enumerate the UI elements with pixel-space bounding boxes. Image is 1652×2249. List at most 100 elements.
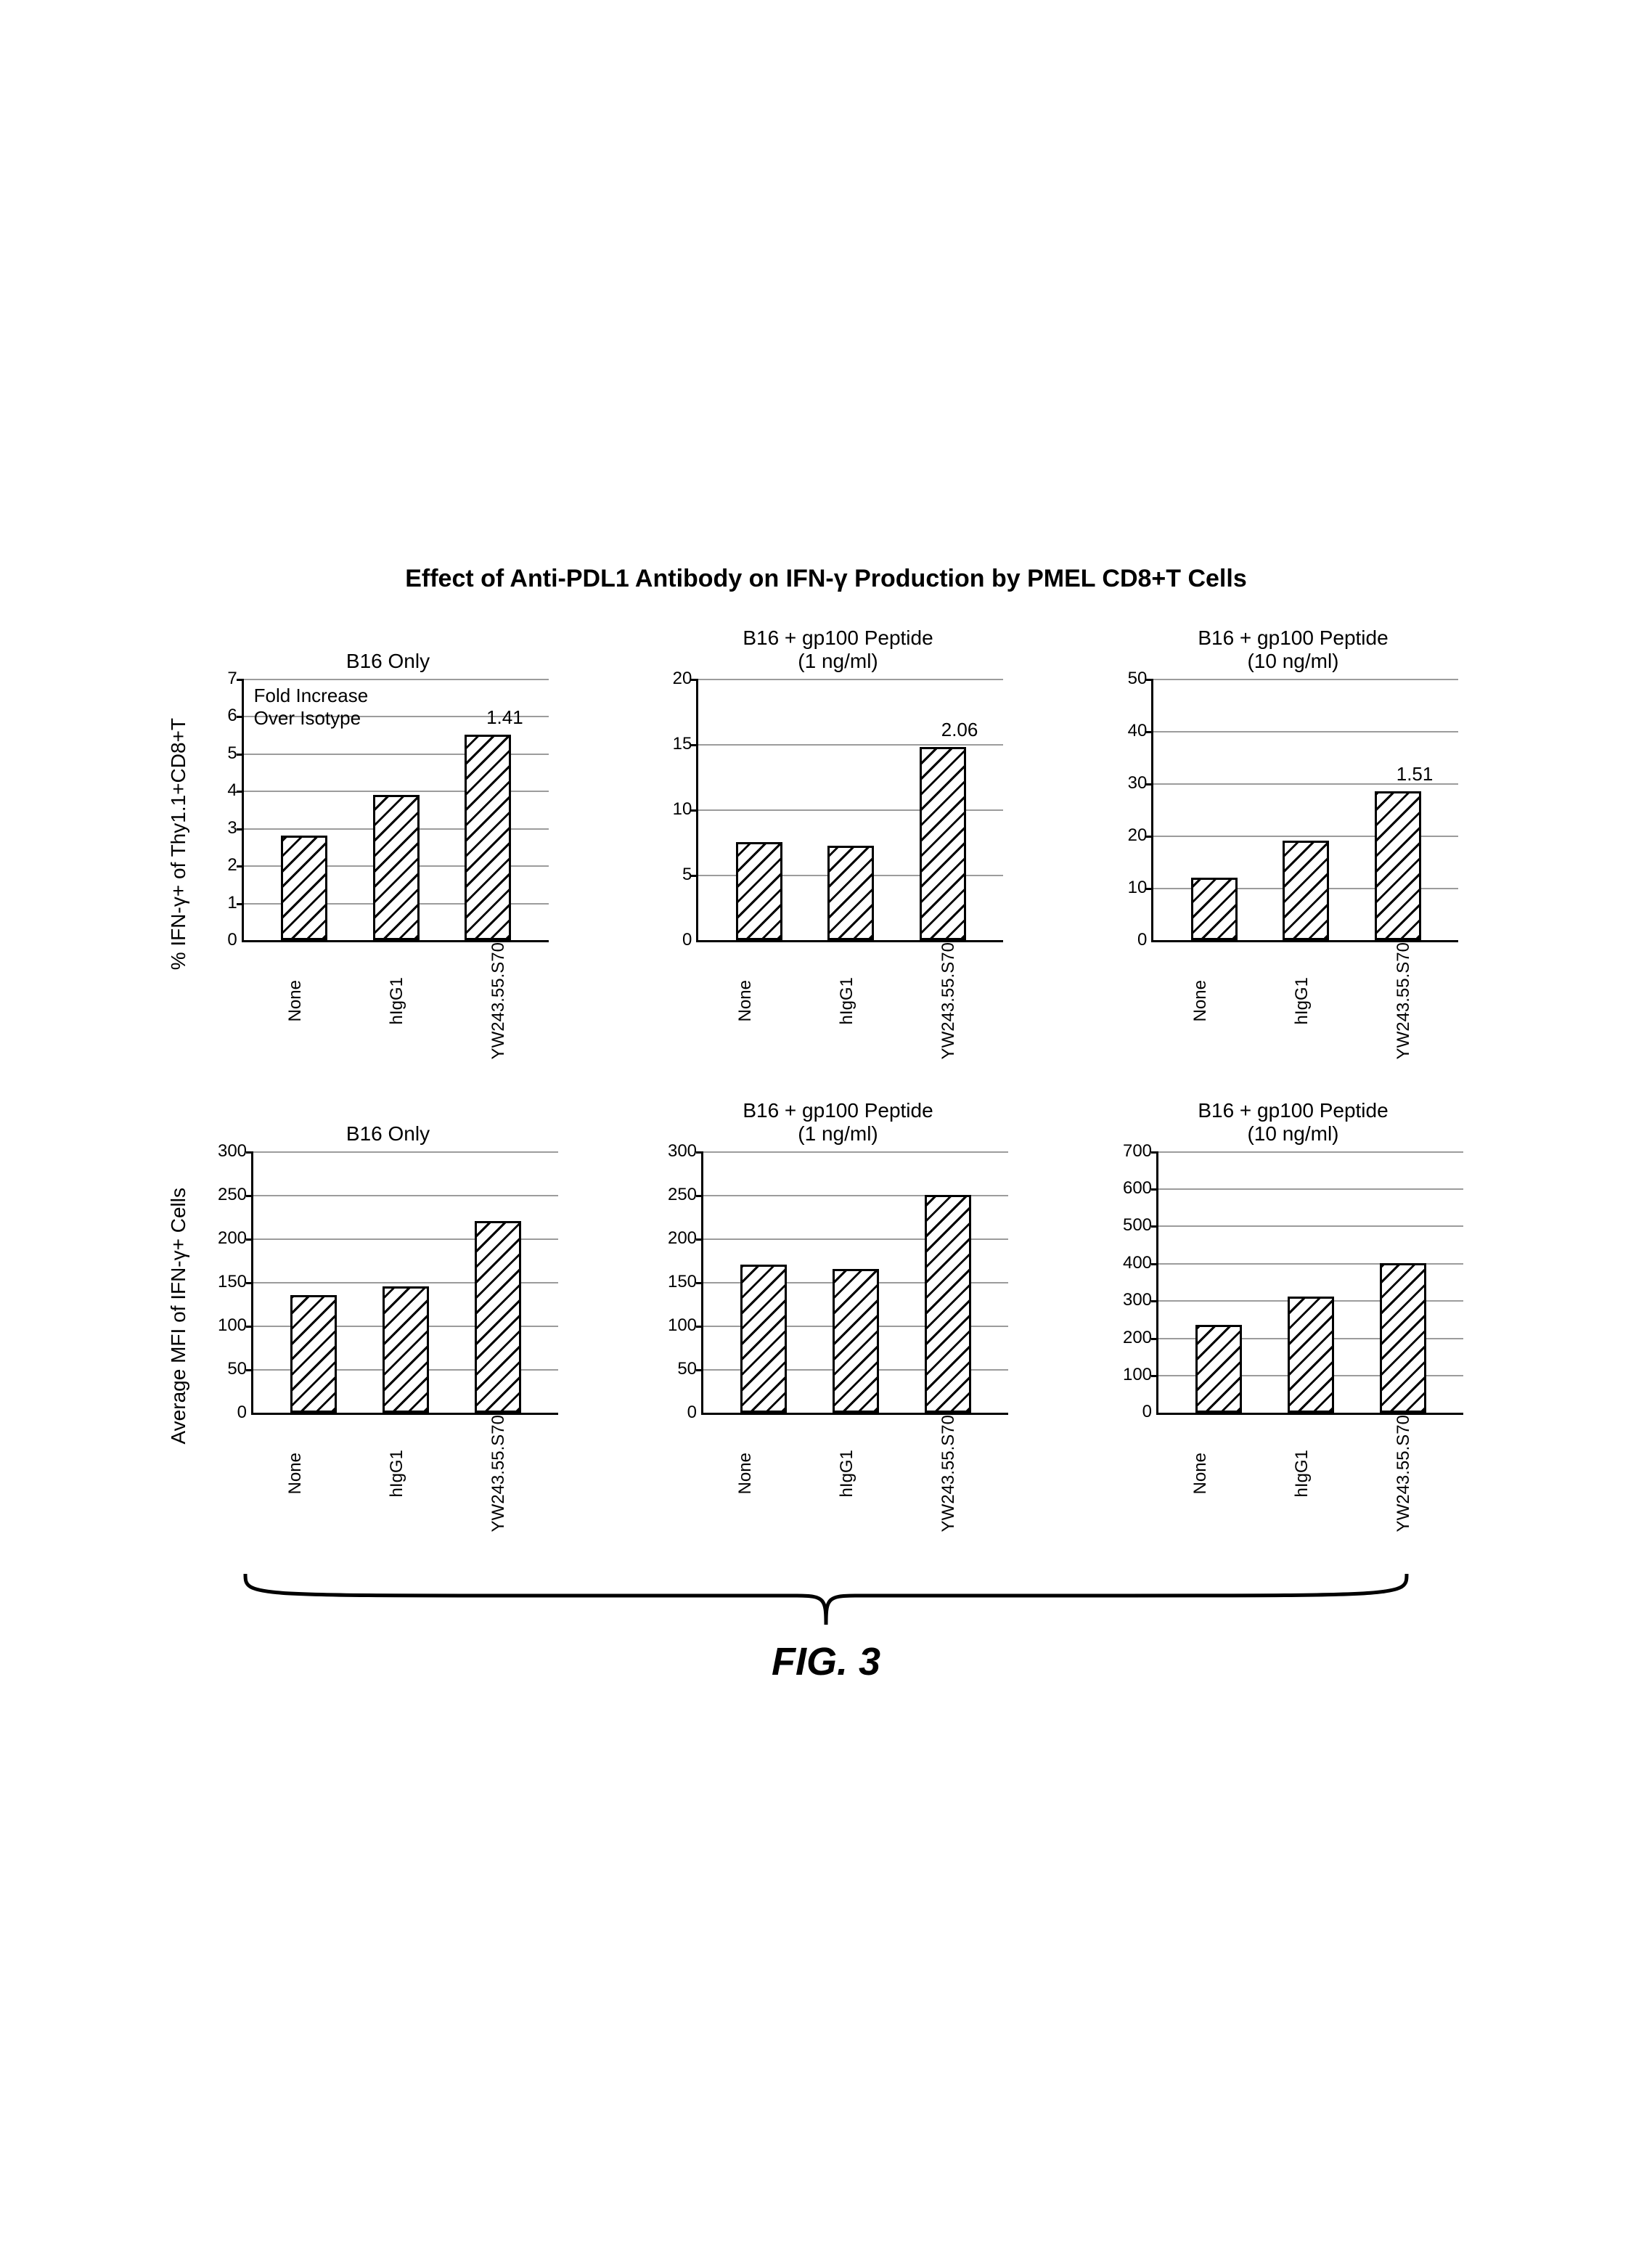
y-tick bbox=[1151, 1375, 1158, 1377]
x-tick-label: YW243.55.S70 bbox=[488, 942, 535, 1065]
brace-icon bbox=[231, 1567, 1421, 1632]
figure-caption: FIG. 3 bbox=[772, 1639, 880, 1684]
bar bbox=[736, 842, 782, 940]
y-axis-label: % IFN-γ+ of Thy1.1+CD8+T bbox=[165, 718, 191, 970]
y-tick bbox=[696, 1326, 703, 1328]
x-tick-label: YW243.55.S70 bbox=[1394, 1415, 1440, 1538]
y-tick bbox=[696, 1238, 703, 1241]
y-tick bbox=[696, 1282, 703, 1284]
y-tick bbox=[246, 1326, 253, 1328]
bars bbox=[703, 1151, 1008, 1413]
y-tick bbox=[691, 809, 698, 812]
chart-grid: % IFN-γ+ of Thy1.1+CD8+T B16 Only01234567… bbox=[165, 622, 1487, 1538]
bar bbox=[475, 1221, 521, 1413]
y-tick bbox=[696, 1369, 703, 1371]
page: Effect of Anti-PDL1 Antibody on IFN-γ Pr… bbox=[64, 565, 1588, 1684]
bar bbox=[1191, 878, 1238, 940]
plot-area bbox=[701, 1151, 1008, 1415]
chart: B16 Only012345671.41Fold IncreaseOver Is… bbox=[200, 622, 577, 1065]
y-tick bbox=[1151, 1225, 1158, 1228]
bar bbox=[925, 1195, 971, 1413]
fold-increase-label: 1.51 bbox=[1397, 763, 1434, 785]
y-tick bbox=[1151, 1300, 1158, 1302]
x-axis: NonehIgG1YW243.55.S70 bbox=[243, 942, 577, 1065]
chart-cell: B16 + gp100 Peptide(10 ng/ml)01002003004… bbox=[1076, 1095, 1487, 1538]
x-tick-label: hIgG1 bbox=[837, 1415, 883, 1538]
y-tick bbox=[696, 1195, 703, 1197]
x-tick-label: hIgG1 bbox=[387, 942, 433, 1065]
y-tick bbox=[1151, 1338, 1158, 1340]
y-tick bbox=[246, 1238, 253, 1241]
y-tick bbox=[1151, 1151, 1158, 1154]
bar bbox=[740, 1265, 787, 1413]
chart-title: B16 + gp100 Peptide(1 ng/ml) bbox=[743, 1095, 933, 1146]
y-axis: 01020304050 bbox=[1128, 679, 1152, 940]
plot-area: 2.06 bbox=[696, 679, 1003, 942]
x-axis: None hIgG1 YW243.55.S70 bbox=[1148, 1415, 1482, 1538]
bar bbox=[1375, 791, 1421, 940]
y-tick bbox=[1146, 836, 1153, 838]
bars bbox=[253, 1151, 558, 1413]
figure-container: Effect of Anti-PDL1 Antibody on IFN-γ Pr… bbox=[64, 565, 1588, 1684]
plot-area: 1.51 bbox=[1151, 679, 1458, 942]
x-tick-label: None bbox=[735, 1415, 782, 1538]
y-tick bbox=[237, 828, 244, 830]
chart: B16 + gp100 Peptide(10 ng/ml)01002003004… bbox=[1105, 1095, 1482, 1538]
x-tick-label: hIgG1 bbox=[1292, 942, 1338, 1065]
x-tick-label: None bbox=[285, 1415, 332, 1538]
chart-cell: B16 + gp100 Peptide(1 ng/ml)050100150200… bbox=[621, 1095, 1032, 1538]
bar bbox=[833, 1269, 879, 1413]
main-title: Effect of Anti-PDL1 Antibody on IFN-γ Pr… bbox=[405, 565, 1247, 593]
plot-area: 1.41Fold IncreaseOver Isotype bbox=[242, 679, 549, 942]
y-axis-label: Average MFI of IFN-γ+ Cells bbox=[165, 1188, 191, 1444]
brace-wrap: FIG. 3 bbox=[64, 1567, 1588, 1684]
y-tick bbox=[246, 1151, 253, 1154]
y-tick bbox=[237, 865, 244, 868]
x-tick-label: YW243.55.S70 bbox=[939, 942, 985, 1065]
chart-title: B16 Only bbox=[346, 622, 430, 673]
x-tick-label: YW243.55.S70 bbox=[1394, 942, 1440, 1065]
rotated-wrap: Effect of Anti-PDL1 Antibody on IFN-γ Pr… bbox=[64, 565, 1588, 1684]
y-tick bbox=[691, 679, 698, 681]
bar bbox=[383, 1286, 429, 1413]
x-tick-label: None bbox=[735, 942, 782, 1065]
chart-cell: B16 + gp100 Peptide(1 ng/ml)051015202.06… bbox=[621, 622, 1032, 1065]
chart: B16 + gp100 Peptide(1 ng/ml)050100150200… bbox=[650, 1095, 1027, 1538]
chart: B16 + gp100 Peptide(1 ng/ml)051015202.06… bbox=[650, 622, 1027, 1065]
chart-cell: B16 + gp100 Peptide(10 ng/ml)01020304050… bbox=[1076, 622, 1487, 1065]
y-tick bbox=[237, 754, 244, 756]
y-tick bbox=[1146, 888, 1153, 890]
y-tick bbox=[691, 875, 698, 877]
y-tick bbox=[237, 716, 244, 718]
x-tick-label: hIgG1 bbox=[387, 1415, 433, 1538]
y-tick bbox=[696, 1151, 703, 1154]
bar bbox=[1288, 1297, 1334, 1412]
y-tick bbox=[246, 1282, 253, 1284]
x-axis: NonehIgG1YW243.55.S70 bbox=[693, 1415, 1027, 1538]
y-tick bbox=[1146, 783, 1153, 785]
bar bbox=[1195, 1325, 1242, 1413]
x-tick-label: hIgG1 bbox=[1292, 1415, 1338, 1538]
y-tick bbox=[1151, 1263, 1158, 1265]
x-axis: NonehIgG1YW243.55.S70 bbox=[693, 942, 1027, 1065]
bar bbox=[465, 735, 511, 940]
y-tick bbox=[691, 744, 698, 746]
x-tick-label: None bbox=[1190, 942, 1237, 1065]
bars bbox=[1158, 1151, 1463, 1413]
bar bbox=[1283, 841, 1329, 940]
chart-title: B16 + gp100 Peptide(1 ng/ml) bbox=[743, 622, 933, 673]
plot-area bbox=[251, 1151, 558, 1415]
fold-increase-note: Fold IncreaseOver Isotype bbox=[254, 685, 369, 730]
x-axis: NonehIgG1YW243.55.S70 bbox=[243, 1415, 577, 1538]
x-tick-label: None bbox=[1190, 1415, 1237, 1538]
y-tick bbox=[237, 679, 244, 681]
chart: B16 Only050100150200250300NonehIgG1YW243… bbox=[200, 1095, 577, 1538]
y-tick bbox=[1151, 1188, 1158, 1191]
chart-cell: % IFN-γ+ of Thy1.1+CD8+T B16 Only01234567… bbox=[165, 622, 577, 1065]
bar bbox=[290, 1295, 337, 1413]
y-tick bbox=[237, 791, 244, 793]
bar bbox=[920, 747, 966, 940]
bar bbox=[373, 795, 420, 941]
chart-title: B16 + gp100 Peptide(10 ng/ml) bbox=[1198, 1095, 1388, 1146]
chart: B16 + gp100 Peptide(10 ng/ml)01020304050… bbox=[1105, 622, 1482, 1065]
